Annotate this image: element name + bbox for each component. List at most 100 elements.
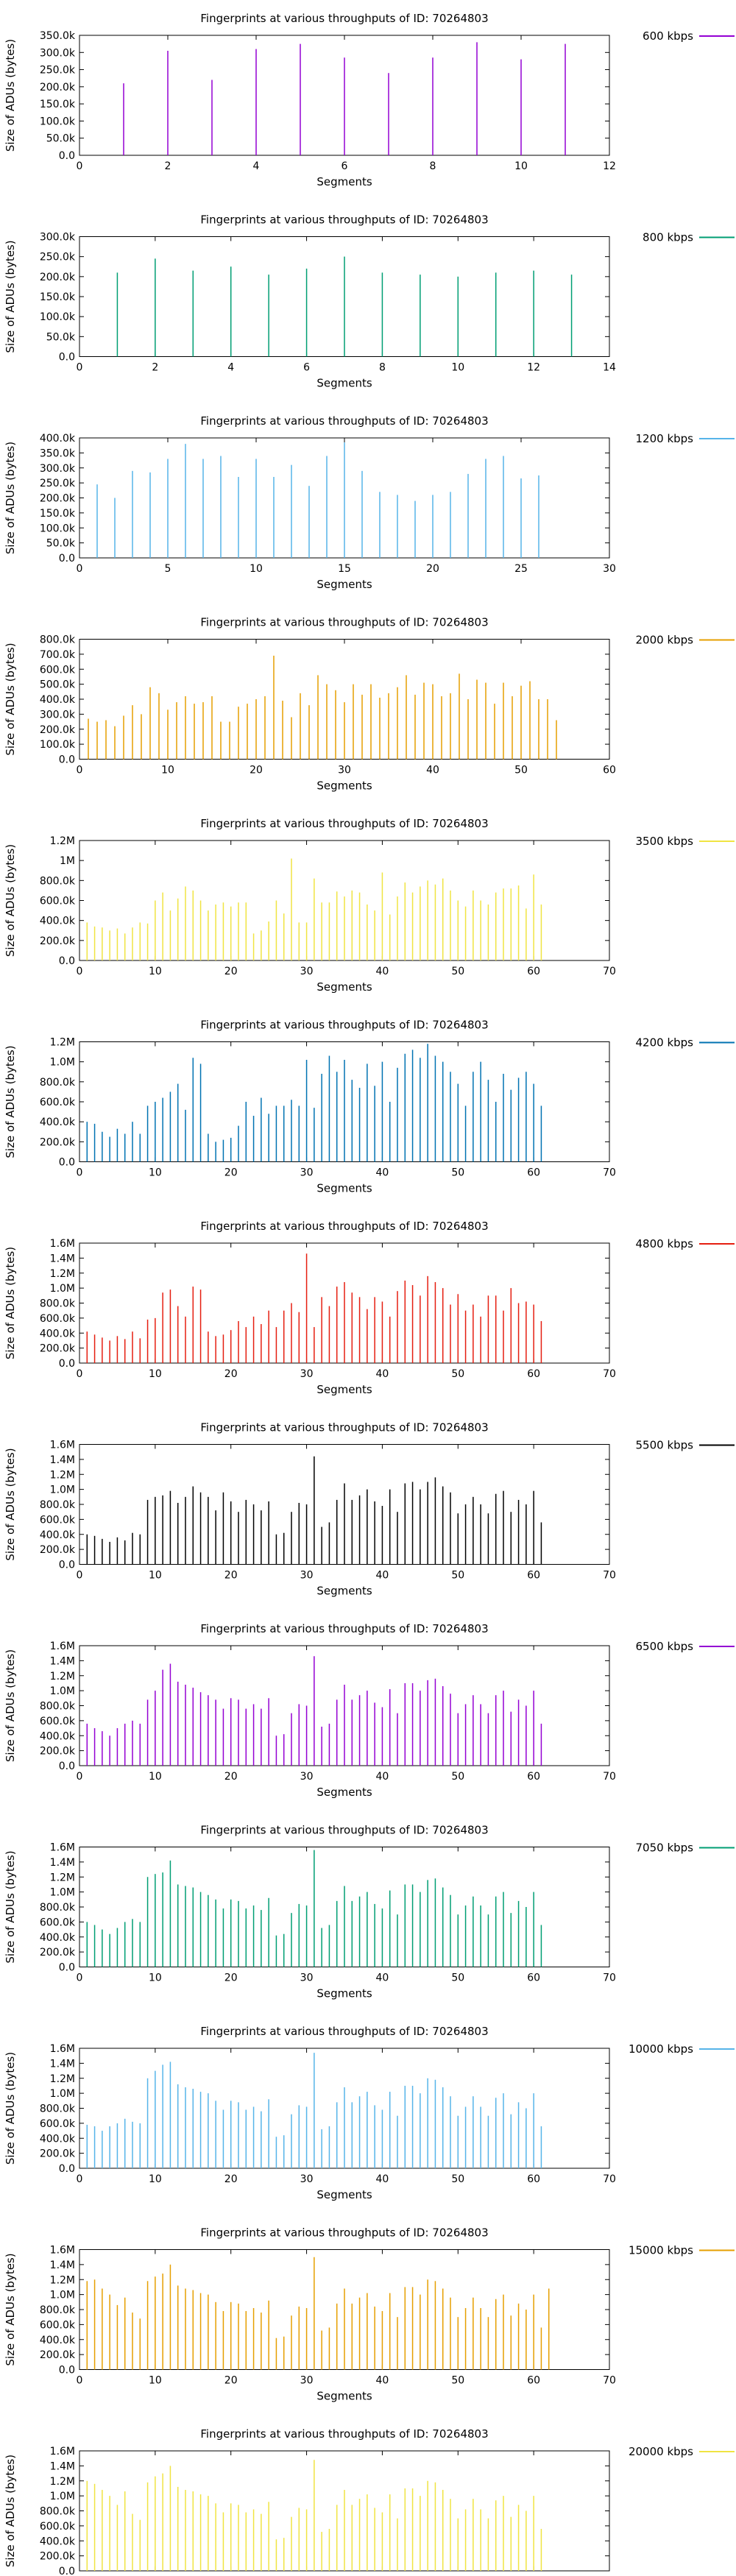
x-axis-label: Segments <box>316 2188 372 2201</box>
legend-label: 6500 kbps <box>636 1640 694 1653</box>
y-tick-label: 0.0 <box>59 1761 75 1772</box>
x-tick-label: 10 <box>514 160 528 172</box>
x-tick-label: 30 <box>300 1570 314 1582</box>
y-tick-label: 1.6M <box>50 1238 75 1250</box>
y-tick-label: 50.0k <box>46 331 76 343</box>
y-tick-label: 1.2M <box>50 2073 75 2085</box>
y-tick-label: 1.0M <box>50 1887 75 1899</box>
y-tick-label: 1.4M <box>50 2058 75 2070</box>
y-tick-label: 800.0k <box>40 634 76 646</box>
y-tick-label: 100.0k <box>40 523 76 534</box>
y-tick-label: 1.6M <box>50 2446 75 2458</box>
chart-title: Fingerprints at various throughputs of I… <box>200 2427 488 2441</box>
x-tick-label: 40 <box>376 2375 389 2387</box>
y-axis-label: Size of ADUs (bytes) <box>4 1448 17 1560</box>
y-axis-label: Size of ADUs (bytes) <box>4 2052 17 2165</box>
y-tick-label: 200.0k <box>40 2349 76 2361</box>
y-tick-label: 400.0k <box>40 1117 76 1128</box>
x-tick-label: 6 <box>303 362 310 374</box>
x-tick-label: 5 <box>165 563 171 575</box>
y-tick-label: 0.0 <box>59 1560 75 1571</box>
x-tick-label: 0 <box>77 563 83 575</box>
y-tick-label: 300.0k <box>40 47 76 59</box>
y-tick-label: 1.4M <box>50 1253 75 1264</box>
y-tick-label: 150.0k <box>40 291 76 303</box>
x-tick-label: 10 <box>149 1368 162 1380</box>
x-axis-label: Segments <box>316 1786 372 1799</box>
chart-panel-2: Fingerprints at various throughputs of I… <box>4 213 735 390</box>
x-tick-label: 50 <box>451 1771 464 1783</box>
y-tick-label: 0.0 <box>59 150 75 162</box>
x-tick-label: 0 <box>77 2375 83 2387</box>
y-axis-label: Size of ADUs (bytes) <box>4 844 17 957</box>
chart-title: Fingerprints at various throughputs of I… <box>200 616 488 629</box>
y-tick-label: 400.0k <box>40 1730 76 1742</box>
chart-panel-3: Fingerprints at various throughputs of I… <box>4 414 735 591</box>
y-tick-label: 1.0M <box>50 1685 75 1697</box>
x-tick-label: 4 <box>227 362 234 374</box>
y-tick-label: 600.0k <box>40 1313 76 1325</box>
y-tick-label: 400.0k <box>40 2133 76 2145</box>
y-tick-label: 800.0k <box>40 875 76 887</box>
y-tick-label: 200.0k <box>40 1343 76 1355</box>
y-tick-label: 0.0 <box>59 352 75 364</box>
chart-title: Fingerprints at various throughputs of I… <box>200 1622 488 1635</box>
y-axis-label: Size of ADUs (bytes) <box>4 1649 17 1762</box>
x-tick-label: 0 <box>77 966 83 977</box>
x-tick-label: 10 <box>149 2173 162 2185</box>
x-tick-label: 15 <box>338 563 351 575</box>
y-tick-label: 150.0k <box>40 99 76 110</box>
y-tick-label: 800.0k <box>40 1077 76 1089</box>
y-axis-label: Size of ADUs (bytes) <box>4 2253 17 2366</box>
y-tick-label: 800.0k <box>40 1902 76 1914</box>
y-tick-label: 200.0k <box>40 1947 76 1958</box>
legend-label: 5500 kbps <box>636 1439 694 1452</box>
x-tick-label: 10 <box>149 1167 162 1179</box>
x-tick-label: 50 <box>451 966 464 977</box>
chart-panel-1: Fingerprints at various throughputs of I… <box>4 12 735 188</box>
x-tick-label: 10 <box>149 1771 162 1783</box>
x-tick-label: 20 <box>224 1167 238 1179</box>
y-tick-label: 600.0k <box>40 896 76 907</box>
y-tick-label: 200.0k <box>40 272 76 283</box>
y-tick-label: 350.0k <box>40 447 76 459</box>
x-tick-label: 30 <box>300 1771 314 1783</box>
y-axis-label: Size of ADUs (bytes) <box>4 1247 17 1359</box>
y-tick-label: 1.4M <box>50 1454 75 1466</box>
chart-panel-10: Fingerprints at various throughputs of I… <box>4 1824 735 2000</box>
x-axis-label: Segments <box>316 1987 372 2000</box>
y-tick-label: 1.6M <box>50 1440 75 1451</box>
chart-panel-11: Fingerprints at various throughputs of I… <box>4 2025 735 2201</box>
y-tick-label: 600.0k <box>40 1097 76 1108</box>
x-tick-label: 20 <box>224 1972 238 1984</box>
x-axis-label: Segments <box>316 980 372 994</box>
y-tick-label: 800.0k <box>40 2304 76 2316</box>
y-axis-label: Size of ADUs (bytes) <box>4 442 17 554</box>
legend-label: 3500 kbps <box>636 835 694 848</box>
y-tick-label: 1.6M <box>50 2245 75 2257</box>
x-tick-label: 70 <box>603 2375 616 2387</box>
y-axis-label: Size of ADUs (bytes) <box>4 2455 17 2567</box>
y-tick-label: 100.0k <box>40 311 76 323</box>
x-tick-label: 0 <box>77 1570 83 1582</box>
y-tick-label: 1.0M <box>50 2088 75 2100</box>
x-tick-label: 12 <box>603 160 616 172</box>
x-tick-label: 60 <box>527 1972 540 1984</box>
y-tick-label: 500.0k <box>40 679 76 691</box>
x-axis-label: Segments <box>316 2390 372 2403</box>
y-tick-label: 100.0k <box>40 116 76 127</box>
x-axis-label: Segments <box>316 1182 372 1195</box>
chart-panel-6: Fingerprints at various throughputs of I… <box>4 1019 735 1195</box>
y-tick-label: 300.0k <box>40 232 76 244</box>
x-tick-label: 20 <box>224 1570 238 1582</box>
y-tick-label: 1.2M <box>50 1671 75 1682</box>
y-tick-label: 0.0 <box>59 754 75 766</box>
x-tick-label: 40 <box>376 1771 389 1783</box>
y-tick-label: 250.0k <box>40 478 76 489</box>
y-tick-label: 400.0k <box>40 2335 76 2346</box>
chart-panel-5: Fingerprints at various throughputs of I… <box>4 817 735 994</box>
x-tick-label: 20 <box>224 2173 238 2185</box>
y-tick-label: 200.0k <box>40 724 76 736</box>
legend-label: 4800 kbps <box>636 1237 694 1250</box>
y-tick-label: 200.0k <box>40 1746 76 1758</box>
